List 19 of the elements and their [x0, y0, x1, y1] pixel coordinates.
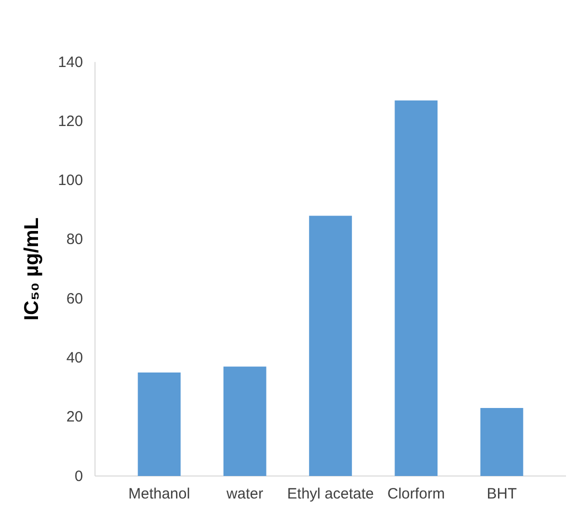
y-tick-label: 60	[66, 290, 83, 308]
y-tick-label: 0	[74, 468, 83, 485]
bar	[223, 366, 266, 476]
x-tick-label: Clorform	[387, 486, 445, 503]
x-tick-label: Methanol	[128, 486, 190, 503]
x-tick-label: Ethyl acetate	[287, 486, 374, 503]
y-tick-label: 120	[58, 112, 83, 130]
bar	[309, 216, 352, 476]
x-tick-label: BHT	[486, 486, 517, 503]
y-axis-title: IC₅₀ µg/mL	[21, 217, 43, 321]
y-tick-label: 20	[66, 408, 83, 426]
y-tick-label: 140	[58, 54, 83, 71]
bar	[480, 408, 524, 476]
y-tick-label: 40	[66, 350, 83, 367]
y-tick-label: 100	[58, 172, 83, 190]
x-tick-label: water	[226, 486, 264, 503]
bar	[138, 372, 181, 476]
y-tick-label: 80	[66, 231, 83, 248]
bar	[394, 100, 438, 476]
